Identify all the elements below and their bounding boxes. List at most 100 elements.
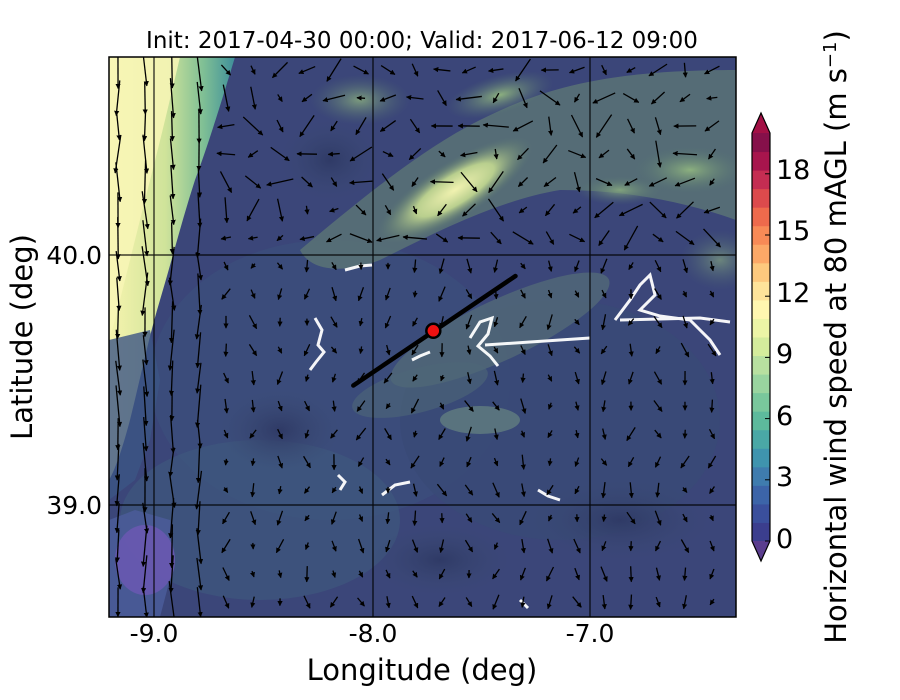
- wind-arrow: [675, 230, 695, 246]
- wind-arrow: [465, 314, 473, 330]
- wind-arrow: [628, 594, 634, 610]
- wind-arrow: [547, 344, 553, 357]
- wind-arrow: [622, 93, 640, 103]
- wind-arrow: [168, 447, 175, 478]
- wind-arrow: [142, 220, 150, 257]
- x-tick-label: -9.0: [130, 619, 179, 648]
- wind-arrow: [357, 287, 365, 302]
- x-axis-label: Longitude (deg): [307, 653, 538, 687]
- wind-arrow: [303, 288, 311, 300]
- wind-arrow: [493, 542, 499, 550]
- wind-arrow: [194, 470, 203, 510]
- wind-arrow: [376, 234, 400, 243]
- wind-arrow: [492, 92, 500, 104]
- wind-arrow: [465, 426, 472, 442]
- wind-arrow: [331, 486, 337, 494]
- wind-arrow: [492, 401, 500, 411]
- plot-title: Init: 2017-04-30 00:00; Valid: 2017-06-1…: [146, 28, 698, 54]
- wind-arrow: [331, 400, 337, 412]
- wind-arrow: [142, 57, 149, 87]
- wind-arrow: [493, 370, 500, 386]
- x-ticks: -9.0 -8.0 -7.0: [130, 619, 615, 648]
- wind-arrow: [547, 374, 553, 382]
- map-frame: [108, 56, 737, 618]
- wind-arrow: [115, 250, 122, 282]
- wind-arrow: [493, 317, 499, 328]
- wind-arrow: [270, 146, 290, 162]
- wind-arrow: [676, 201, 694, 219]
- wind-arrow: [682, 315, 688, 329]
- wind-arrow: [548, 514, 553, 522]
- wind-arrow: [574, 371, 580, 385]
- wind-arrow: [304, 400, 310, 412]
- wind-arrow: [220, 235, 232, 241]
- wind-arrow: [169, 78, 176, 119]
- wind-arrow: [385, 596, 391, 609]
- wind-arrow: [326, 58, 342, 82]
- wind-arrow: [223, 372, 229, 384]
- wind-arrow: [709, 598, 715, 606]
- wind-arrow: [349, 179, 373, 186]
- wind-arrow: [520, 430, 525, 438]
- colorbar-tick-label: 9: [776, 339, 793, 370]
- wind-arrow: [304, 542, 310, 550]
- wind-arrow: [493, 457, 499, 467]
- wind-arrow: [547, 402, 553, 410]
- wind-arrow: [250, 289, 256, 299]
- wind-arrow: [520, 454, 526, 470]
- wind-arrow: [707, 455, 717, 469]
- wind-arrow: [547, 458, 553, 467]
- wind-arrow: [574, 485, 580, 495]
- wind-arrow: [276, 510, 284, 526]
- wind-arrow: [627, 318, 635, 326]
- wind-arrow: [574, 260, 580, 273]
- wind-arrow: [223, 458, 229, 466]
- wind-arrow: [411, 177, 419, 187]
- wind-arrow: [594, 201, 614, 219]
- wind-arrow: [546, 314, 553, 331]
- wind-arrow: [704, 120, 720, 132]
- colorbar-segment: [752, 355, 770, 375]
- wind-arrow: [709, 372, 715, 385]
- wind-vectors: [113, 57, 721, 617]
- wind-arrow: [277, 346, 283, 354]
- wind-arrow: [626, 427, 636, 442]
- wind-arrow: [330, 429, 338, 439]
- wind-arrow: [304, 566, 310, 583]
- wind-arrow: [595, 114, 613, 138]
- wind-arrow: [247, 235, 258, 241]
- wind-arrow: [519, 567, 526, 581]
- colorbar-extend-high: [752, 113, 770, 133]
- wind-arrow: [304, 514, 310, 522]
- wind-arrow: [438, 258, 445, 274]
- wind-arrow: [242, 116, 264, 136]
- wind-arrow: [276, 198, 284, 222]
- wind-arrow: [412, 570, 418, 578]
- wind-arrow: [628, 541, 634, 552]
- wind-arrow: [655, 482, 661, 498]
- wind-arrow: [142, 586, 149, 617]
- wind-arrow: [654, 288, 662, 300]
- wind-arrow: [358, 346, 364, 355]
- wind-arrow: [626, 148, 636, 160]
- wind-arrow: [168, 555, 174, 594]
- wind-arrow: [574, 318, 580, 326]
- wind-arrow: [410, 398, 420, 414]
- wind-arrow: [357, 597, 365, 607]
- wind-arrow: [277, 455, 284, 469]
- wind-arrow: [217, 123, 235, 130]
- wind-arrow: [277, 400, 283, 412]
- wind-arrow: [412, 510, 418, 526]
- wind-arrow: [654, 259, 662, 273]
- wind-arrow: [573, 172, 581, 193]
- wind-arrow: [114, 529, 120, 563]
- wind-arrow: [682, 595, 688, 610]
- wind-arrow: [115, 385, 123, 428]
- wind-arrow: [650, 91, 666, 105]
- wind-arrow: [301, 93, 313, 103]
- wind-arrow: [167, 246, 175, 286]
- wind-arrow: [429, 179, 454, 185]
- wind-arrow: [493, 259, 499, 273]
- wind-arrow: [680, 455, 690, 469]
- wind-arrow: [601, 514, 607, 523]
